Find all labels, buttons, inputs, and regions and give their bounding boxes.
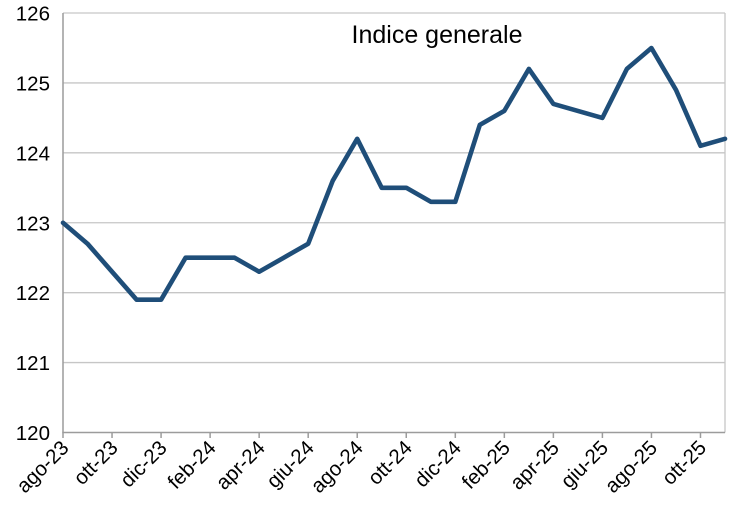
x-axis-tick-label: feb-25	[457, 436, 514, 493]
data-line-indice-generale	[60, 45, 728, 303]
chart-title: Indice generale	[352, 21, 523, 49]
x-axis-tick-label: apr-24	[212, 436, 270, 494]
x-axis-tick-label: ott-24	[363, 436, 416, 489]
x-axis-tick-label: ott-23	[69, 436, 122, 489]
y-axis-tick-label: 122	[16, 282, 50, 305]
x-axis-tick-label: feb-24	[163, 436, 220, 493]
x-axis-tick-label: ago-25	[601, 436, 662, 497]
y-axis-tick-label: 120	[16, 422, 50, 445]
y-axis-tick-label: 126	[16, 3, 50, 26]
y-axis-tick-label: 125	[16, 72, 50, 95]
x-axis-tick-label: dic-23	[116, 436, 172, 492]
x-axis-tick-label: apr-25	[506, 436, 564, 494]
x-axis-tick-label: ott-25	[658, 436, 711, 489]
y-axis-tick-label: 123	[16, 212, 50, 235]
x-axis-tick-label: dic-24	[410, 436, 466, 492]
y-axis-tick-label: 121	[16, 352, 50, 375]
x-axis-tick-label: ago-24	[306, 436, 367, 497]
x-axis-tick-label: ago-23	[12, 436, 73, 497]
y-axis-tick-label: 124	[16, 142, 50, 165]
